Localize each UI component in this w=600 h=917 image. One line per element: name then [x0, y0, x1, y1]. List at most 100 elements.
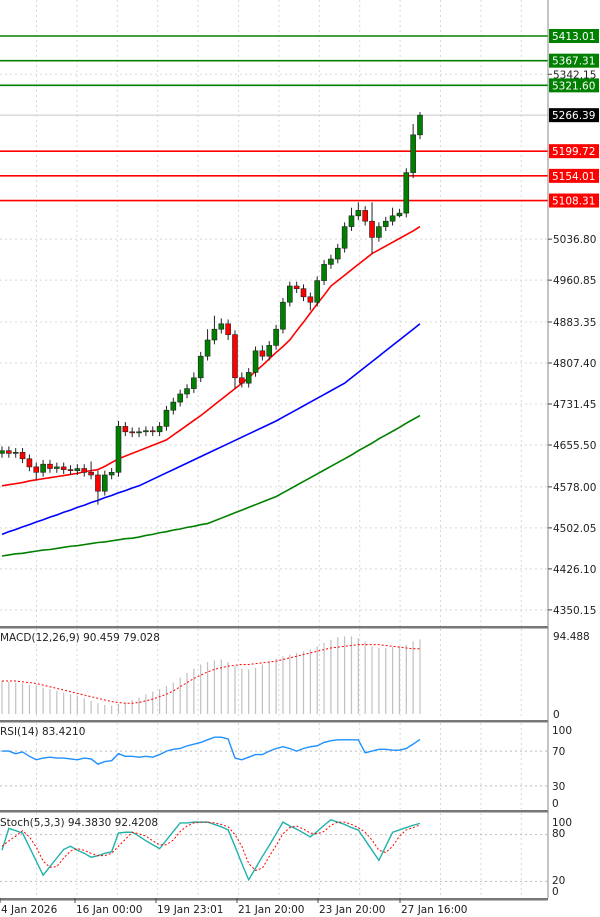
- price-tick-label: 4883.35: [553, 317, 596, 329]
- candle-up: [376, 226, 382, 238]
- stoch-panel: Stoch(5,3,3) 94.3830 92.4208: [0, 817, 548, 882]
- time-axis: 4 Jan 2026 16 Jan 00:00 19 Jan 23:01 21 Jan…: [0, 898, 467, 916]
- candle-up: [218, 323, 225, 330]
- price-tick-label: 4350.15: [553, 605, 596, 617]
- candle-up: [12, 452, 19, 454]
- candle-up: [156, 426, 163, 433]
- candle-up: [211, 328, 218, 341]
- macd-label: MACD(12,26,9) 90.459 79.028: [0, 632, 160, 644]
- level-label: 5199.72: [552, 146, 595, 158]
- level-label: 5367.31: [552, 56, 595, 68]
- candle-up: [143, 430, 149, 433]
- price-tick-label: 4655.50: [553, 440, 596, 452]
- candle-up: [170, 401, 177, 411]
- time-tick-label: 21 Jan 20:00: [238, 904, 304, 916]
- candle-down: [26, 458, 33, 468]
- macd-panel: MACD(12,26,9) 90.459 79.028: [0, 632, 421, 714]
- panel-separator: [0, 898, 548, 901]
- candle-down: [95, 474, 101, 492]
- candle-up: [314, 280, 321, 303]
- level-badge: [549, 144, 599, 159]
- stoch-tick-label: 80: [552, 828, 565, 840]
- current-price-badge: [549, 108, 599, 123]
- candle-down: [307, 296, 314, 303]
- candle-up: [355, 210, 362, 217]
- candle-up: [403, 172, 410, 214]
- candle-up: [245, 372, 252, 384]
- level-badge: [549, 53, 599, 68]
- time-tick-label: 27 Jan 16:00: [401, 904, 467, 916]
- time-tick-label: 19 Jan 23:01: [157, 904, 223, 916]
- stoch-tick-label: 0: [552, 886, 559, 898]
- time-tick-label: 16 Jan 00:00: [76, 904, 142, 916]
- price-axis: 5342.15 5036.80 4960.85 4883.35 4807.40 4731.…: [547, 0, 599, 898]
- level-label: 5413.01: [552, 31, 595, 43]
- current-price-label: 5266.39: [552, 110, 595, 122]
- price-tick-label: 5342.15: [553, 69, 596, 81]
- candle-up: [348, 215, 355, 227]
- time-tick-label: 23 Jan 20:00: [319, 904, 385, 916]
- rsi-tick-label: 30: [552, 781, 565, 793]
- candle-up: [115, 426, 122, 473]
- level-badge: [549, 78, 599, 93]
- candle-up: [177, 393, 183, 403]
- panel-separator: [0, 626, 548, 629]
- price-tick-label: 4578.00: [553, 482, 596, 494]
- candle-down: [88, 471, 94, 476]
- price-tick-label: 4426.10: [553, 564, 596, 576]
- candle-up: [273, 328, 279, 346]
- candle-up: [40, 463, 46, 473]
- candle-down: [293, 285, 300, 290]
- candle-down: [67, 469, 74, 471]
- stoch-tick-label: 100: [552, 817, 572, 829]
- candle-down: [33, 466, 40, 473]
- level-label: 5321.60: [552, 80, 595, 92]
- candle-down: [239, 377, 245, 384]
- rsi-tick-label: 100: [552, 725, 572, 737]
- moving-average-line: [1, 323, 421, 536]
- candle-up: [0, 450, 5, 454]
- candle-down: [81, 468, 88, 473]
- level-lines: [0, 35, 548, 202]
- candle-up: [417, 114, 423, 136]
- candle-down: [300, 288, 307, 298]
- grid: [0, 0, 548, 897]
- candle-down: [47, 463, 53, 469]
- macd-min-label: 0: [553, 709, 560, 721]
- rsi-tick-label: 70: [552, 746, 565, 758]
- moving-average-line: [1, 414, 421, 557]
- candle-up: [136, 431, 142, 434]
- macd-max-label: 94.488: [553, 631, 590, 643]
- level-label: 5108.31: [552, 196, 595, 208]
- candle-down: [19, 452, 26, 460]
- candle-up: [204, 339, 211, 357]
- candle-up: [328, 258, 334, 265]
- price-tick-label: 4960.85: [553, 275, 596, 287]
- price-tick-label: 4502.05: [553, 523, 596, 535]
- candle-up: [410, 134, 416, 173]
- panel-frames: [0, 626, 548, 901]
- candle-up: [266, 345, 273, 357]
- candle-up: [101, 474, 108, 492]
- rsi-panel: RSI(14) 83.4210: [0, 726, 548, 787]
- level-label: 5154.01: [552, 171, 595, 183]
- candle-up: [321, 264, 327, 281]
- candle-up: [184, 388, 190, 395]
- price-tick-label: 5036.80: [553, 234, 596, 246]
- candle-up: [191, 377, 197, 389]
- price-tick-label: 4807.40: [553, 358, 596, 370]
- macd-signal-line: [2, 644, 421, 704]
- level-badge: [549, 29, 599, 43]
- candle-up: [74, 468, 81, 471]
- stoch-k-line: [1, 818, 421, 882]
- candle-up: [341, 226, 348, 249]
- candle-up: [382, 220, 389, 227]
- price-tick-label: 4731.45: [553, 399, 596, 411]
- candle-up: [280, 301, 286, 330]
- candle-down: [6, 450, 12, 454]
- candle-up: [197, 355, 204, 379]
- moving-averages: [1, 225, 421, 557]
- level-badge: [549, 168, 599, 183]
- candle-up: [163, 409, 170, 427]
